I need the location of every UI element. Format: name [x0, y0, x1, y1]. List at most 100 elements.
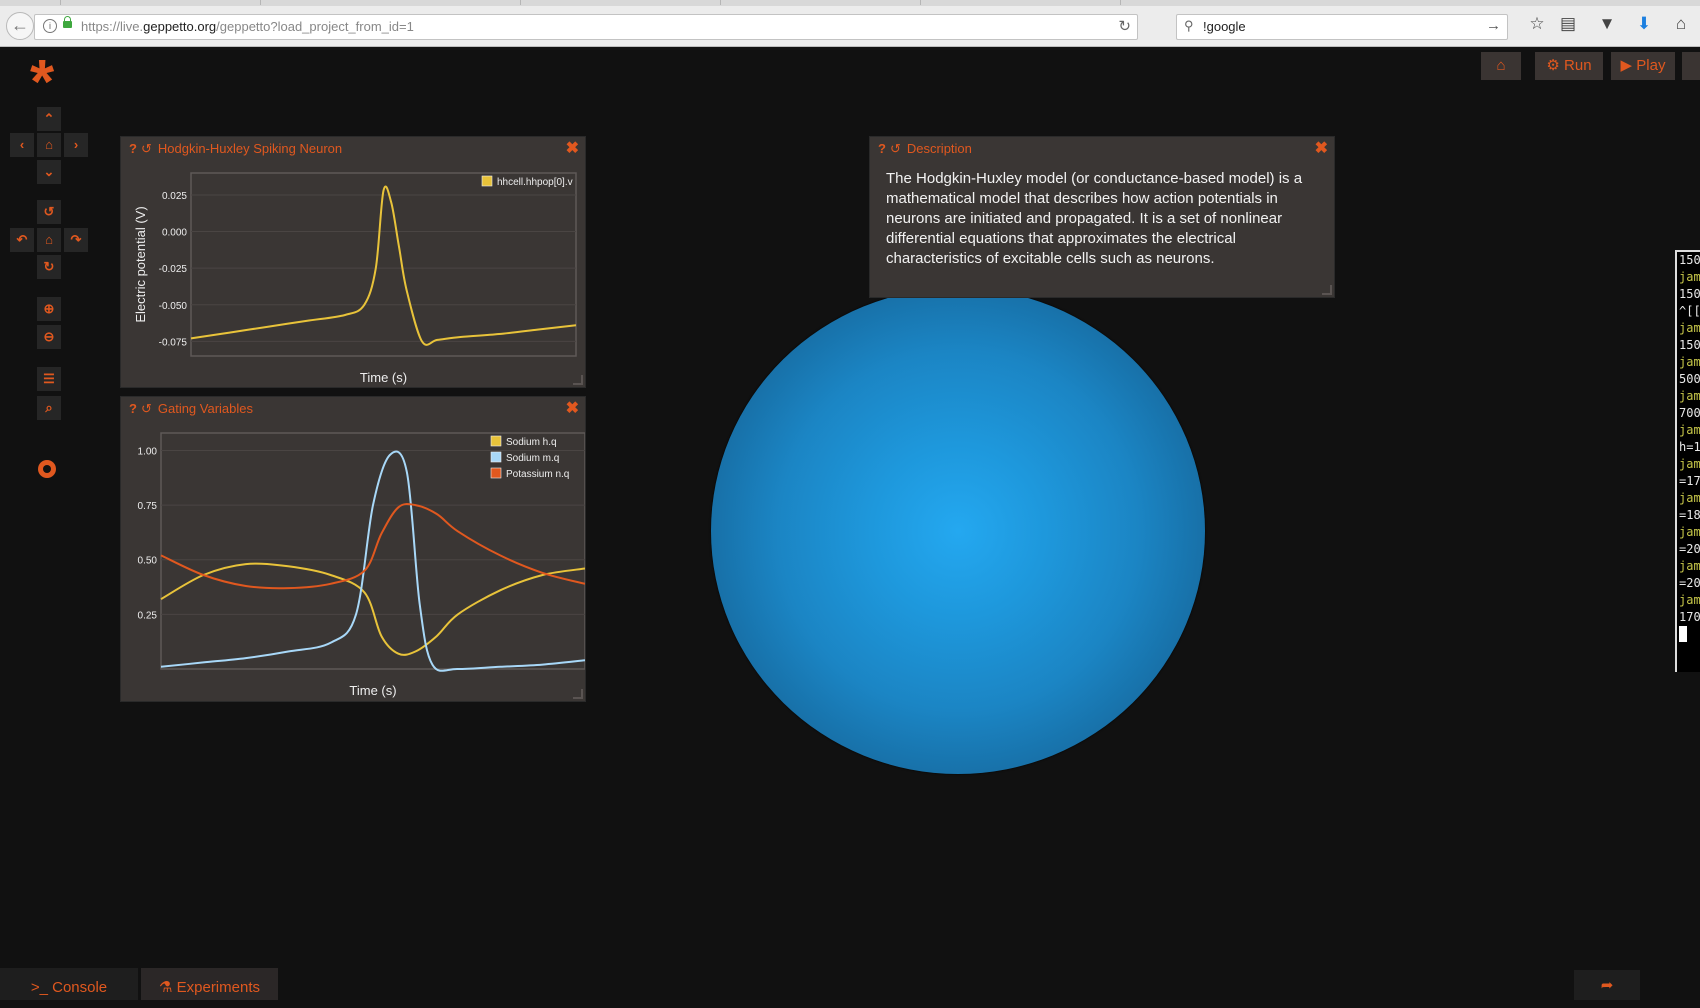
flask-icon: ⚗ — [159, 979, 173, 996]
series-line — [160, 562, 585, 656]
terminal-line: 150 — [1679, 287, 1700, 301]
rotate-down-button[interactable]: ↻ — [37, 255, 61, 279]
pan-home-button[interactable]: ⌂ — [37, 133, 61, 157]
close-icon[interactable]: ✖ — [1314, 140, 1328, 157]
pan-down-button[interactable]: ⌄ — [37, 160, 61, 184]
reload-icon[interactable]: ↻ — [1118, 18, 1131, 35]
pocket-icon[interactable]: ▼ — [1598, 14, 1616, 33]
console-icon: >_ — [30, 979, 48, 996]
info-icon[interactable]: i — [43, 19, 57, 33]
zoom-in-button[interactable]: ⊕ — [37, 297, 61, 321]
y-tick-label: 0.000 — [162, 228, 187, 239]
y-tick-label: -0.025 — [159, 264, 188, 275]
hh-voltage-chart[interactable]: 0.025 0.000 -0.025 -0.050 -0.075 Time (s) Elec… — [121, 155, 585, 387]
back-button[interactable]: ← — [6, 12, 34, 40]
legend-label: hhcell.hhpop[0].v — [497, 177, 573, 188]
play-button[interactable]: ▶ Play — [1611, 52, 1675, 80]
close-icon[interactable]: ✖ — [565, 400, 579, 417]
rotate-up-button[interactable]: ↺ — [37, 200, 61, 224]
widget-title: Description — [906, 141, 972, 156]
terminal-line: jam — [1679, 389, 1700, 403]
widget-title: Hodgkin-Huxley Spiking Neuron — [157, 141, 343, 156]
description-widget[interactable]: ? ↺ Description ✖ The Hodgkin-Huxley model… — [869, 136, 1335, 298]
url-bar[interactable]: i https://live.geppetto.org/geppetto?loa… — [34, 14, 1138, 40]
resize-handle[interactable] — [573, 375, 583, 385]
search-input[interactable]: !google — [1203, 19, 1246, 34]
x-axis-label: Time (s) — [360, 370, 407, 385]
run-button[interactable]: ⚙ Run — [1535, 52, 1603, 80]
terminal-line: jam — [1679, 423, 1700, 437]
legend-swatch — [490, 467, 502, 479]
y-tick-label: -0.075 — [159, 337, 188, 348]
neuron-sphere-3d[interactable] — [711, 288, 1205, 774]
terminal-line: 700 — [1679, 406, 1700, 420]
gating-plot-widget[interactable]: ? ↺ Gating Variables ✖ 1.00 0.75 0.50 0.25 Tim… — [120, 396, 586, 702]
help-icon[interactable]: ? — [129, 401, 137, 416]
help-icon[interactable]: ? — [129, 141, 137, 156]
plot-area — [190, 172, 577, 357]
close-icon[interactable]: ✖ — [565, 140, 579, 157]
terminal-line: 170 — [1679, 610, 1700, 624]
pause-button[interactable] — [1682, 52, 1700, 80]
play-icon: ▶ — [1620, 57, 1633, 74]
experiments-label: Experiments — [176, 979, 260, 996]
terminal-line: =20 — [1679, 576, 1700, 590]
legend-swatch — [490, 451, 502, 463]
pan-up-button[interactable]: ⌃ — [37, 107, 61, 131]
help-icon[interactable]: ? — [878, 141, 886, 156]
terminal-line: ^[[ — [1679, 304, 1700, 318]
y-tick-label: 0.75 — [138, 501, 158, 512]
url-text[interactable]: https://live.geppetto.org/geppetto?load_… — [81, 19, 414, 34]
series-line — [160, 450, 585, 672]
browser-tab-strip — [0, 0, 1700, 6]
home-button[interactable]: ⌂ — [1481, 52, 1521, 80]
gears-icon: ⚙ — [1546, 57, 1560, 74]
rotate-left-button[interactable]: ↶ — [10, 228, 34, 252]
rotate-home-button[interactable]: ⌂ — [37, 228, 61, 252]
go-arrow-icon[interactable]: → — [1486, 17, 1501, 34]
resize-handle[interactable] — [573, 689, 583, 699]
browser-toolbar: ← i https://live.geppetto.org/geppetto?l… — [0, 0, 1700, 47]
pan-right-button[interactable]: › — [64, 133, 88, 157]
list-button[interactable]: ☰ — [37, 367, 61, 391]
hh-widget-header: ? ↺ Hodgkin-Huxley Spiking Neuron — [129, 141, 342, 157]
download-icon[interactable]: ⬇ — [1636, 14, 1652, 33]
legend-swatch — [481, 175, 493, 187]
bookmark-star-icon[interactable]: ☆ — [1529, 14, 1545, 33]
pan-left-button[interactable]: ‹ — [10, 133, 34, 157]
reading-list-icon[interactable]: ▤ — [1559, 14, 1577, 33]
play-label: Play — [1636, 57, 1666, 74]
gating-widget-header: ? ↺ Gating Variables — [129, 401, 253, 417]
history-icon[interactable]: ↺ — [889, 141, 901, 156]
terminal-line: jam — [1679, 525, 1700, 539]
browser-home-icon[interactable]: ⌂ — [1675, 14, 1687, 33]
resize-handle[interactable] — [1322, 285, 1332, 295]
browser-search-box[interactable]: ⚲ !google → — [1176, 14, 1508, 40]
zoom-out-button[interactable]: ⊖ — [37, 325, 61, 349]
widget-title: Gating Variables — [157, 401, 254, 416]
terminal-line: =20 — [1679, 542, 1700, 556]
search-button[interactable]: ⌕ — [37, 396, 61, 420]
terminal-line: jam — [1679, 355, 1700, 369]
hh-plot-widget[interactable]: ? ↺ Hodgkin-Huxley Spiking Neuron ✖ 0.025 0… — [120, 136, 586, 388]
y-tick-label: 0.50 — [138, 556, 158, 567]
description-widget-header: ? ↺ Description — [878, 141, 972, 157]
rotate-right-button[interactable]: ↷ — [64, 228, 88, 252]
terminal-line: jam — [1679, 593, 1700, 607]
url-prefix: https://live. — [81, 19, 144, 34]
share-button[interactable]: ➦ — [1574, 970, 1640, 1000]
console-tab[interactable]: >_ Console — [0, 968, 138, 1000]
history-icon[interactable]: ↺ — [140, 141, 152, 156]
gating-variables-chart[interactable]: 1.00 0.75 0.50 0.25 Time (s) Sodium h.q Sodium… — [121, 415, 585, 701]
terminal-line: =18 — [1679, 508, 1700, 522]
terminal-line: jam — [1679, 321, 1700, 335]
experiments-tab[interactable]: ⚗ Experiments — [141, 968, 278, 1000]
github-icon[interactable] — [38, 460, 56, 478]
history-icon[interactable]: ↺ — [140, 401, 152, 416]
terminal-window[interactable]: 150 jam 150 ^[[jam 150 jam 500 jam 700 jam h=1 jam =… — [1675, 250, 1700, 672]
url-path: /geppetto?load_project_from_id=1 — [216, 19, 414, 34]
series-line — [160, 503, 585, 590]
terminal-line: =17 — [1679, 474, 1700, 488]
terminal-line: h=1 — [1679, 440, 1700, 454]
terminal-line: 150 — [1679, 338, 1700, 352]
